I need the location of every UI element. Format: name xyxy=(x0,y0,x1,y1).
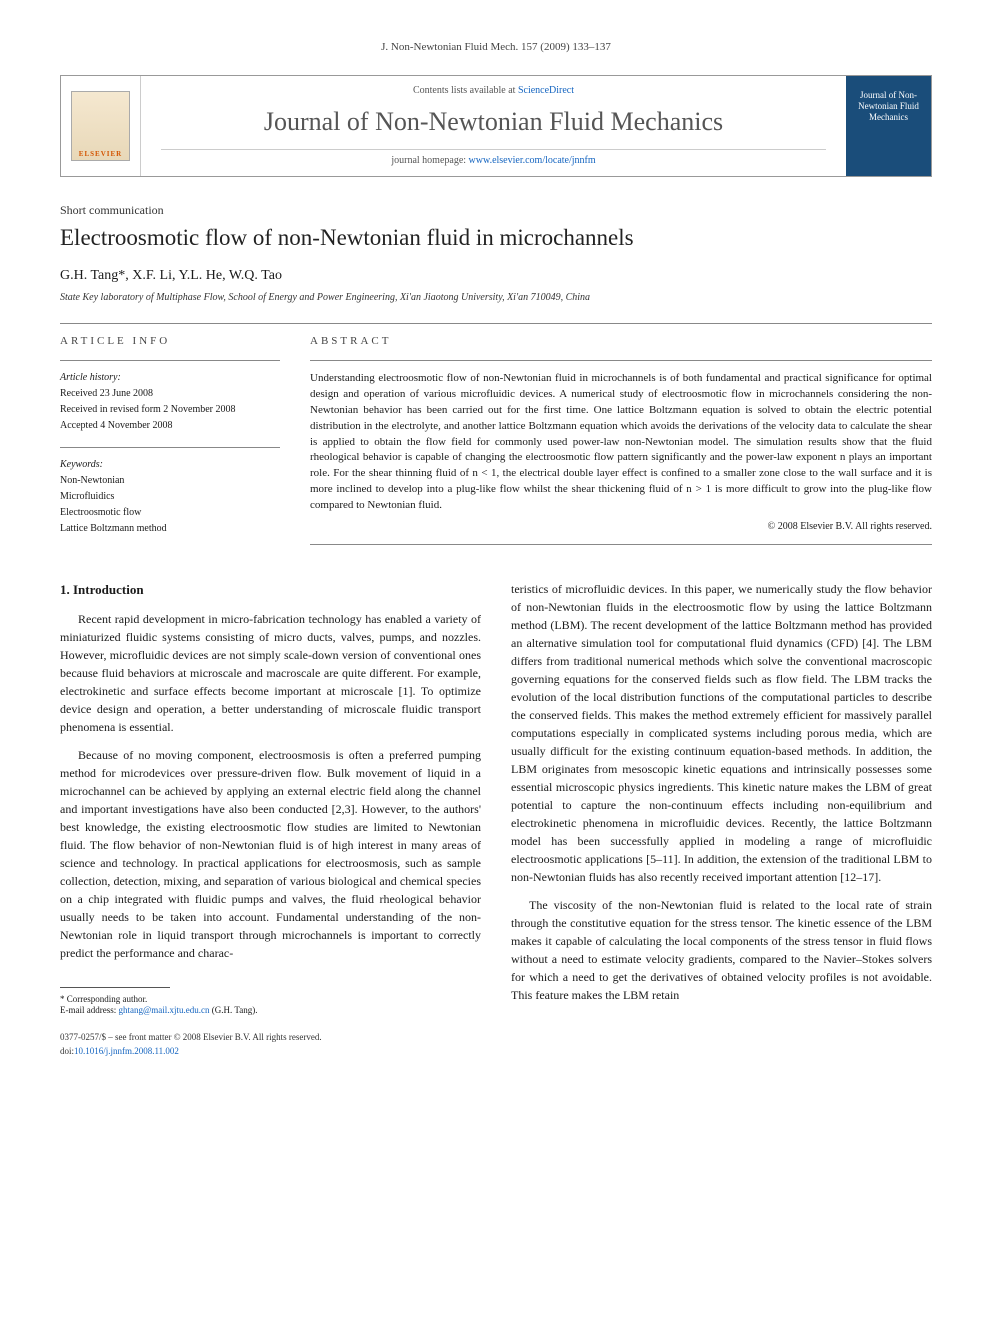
abstract-copyright: © 2008 Elsevier B.V. All rights reserved… xyxy=(310,520,932,534)
article-title: Electroosmotic flow of non-Newtonian flu… xyxy=(60,222,932,254)
history-block: Article history: Received 23 June 2008 R… xyxy=(60,371,280,433)
top-journal-reference: J. Non-Newtonian Fluid Mech. 157 (2009) … xyxy=(60,40,932,55)
divider-top xyxy=(60,323,932,324)
keyword-1: Non-Newtonian xyxy=(60,474,280,488)
history-label: Article history: xyxy=(60,371,280,385)
sciencedirect-link[interactable]: ScienceDirect xyxy=(518,85,574,96)
email-line: E-mail address: ghtang@mail.xjtu.edu.cn … xyxy=(60,1005,481,1017)
elsevier-logo-text: ELSEVIER xyxy=(79,150,122,160)
revised-date: Received in revised form 2 November 2008 xyxy=(60,403,280,417)
footer-block: 0377-0257/$ – see front matter © 2008 El… xyxy=(60,1031,481,1058)
page-container: J. Non-Newtonian Fluid Mech. 157 (2009) … xyxy=(0,0,992,1088)
keyword-4: Lattice Boltzmann method xyxy=(60,522,280,536)
right-column: teristics of microfluidic devices. In th… xyxy=(511,580,932,1058)
keywords-block: Keywords: Non-Newtonian Microfluidics El… xyxy=(60,458,280,536)
affiliation: State Key laboratory of Multiphase Flow,… xyxy=(60,291,932,305)
info-divider-2 xyxy=(60,447,280,448)
abstract-divider-bottom xyxy=(310,544,932,545)
abstract-text: Understanding electroosmotic flow of non… xyxy=(310,371,932,514)
journal-cover-title: Journal of Non-Newtonian Fluid Mechanics xyxy=(852,90,925,122)
article-info-header: ARTICLE INFO xyxy=(60,334,280,349)
doi-line: doi:10.1016/j.jnnfm.2008.11.002 xyxy=(60,1045,481,1059)
contents-prefix: Contents lists available at xyxy=(413,85,518,96)
email-link[interactable]: ghtang@mail.xjtu.edu.cn xyxy=(118,1005,209,1015)
article-type: Short communication xyxy=(60,202,932,219)
corresponding-author: * Corresponding author. xyxy=(60,994,481,1006)
paragraph-3: teristics of microfluidic devices. In th… xyxy=(511,580,932,886)
journal-header: ELSEVIER Contents lists available at Sci… xyxy=(60,75,932,176)
paragraph-1: Recent rapid development in micro-fabric… xyxy=(60,610,481,736)
homepage-line: journal homepage: www.elsevier.com/locat… xyxy=(161,149,826,168)
abstract-column: ABSTRACT Understanding electroosmotic fl… xyxy=(310,334,932,555)
keyword-3: Electroosmotic flow xyxy=(60,506,280,520)
keyword-2: Microfluidics xyxy=(60,490,280,504)
abstract-header: ABSTRACT xyxy=(310,334,932,349)
accepted-date: Accepted 4 November 2008 xyxy=(60,419,280,433)
body-columns: 1. Introduction Recent rapid development… xyxy=(60,580,932,1058)
paragraph-4: The viscosity of the non-Newtonian fluid… xyxy=(511,896,932,1004)
journal-name: Journal of Non-Newtonian Fluid Mechanics xyxy=(161,104,826,140)
left-column: 1. Introduction Recent rapid development… xyxy=(60,580,481,1058)
paragraph-2: Because of no moving component, electroo… xyxy=(60,746,481,962)
abstract-divider xyxy=(310,360,932,361)
doi-link[interactable]: 10.1016/j.jnnfm.2008.11.002 xyxy=(74,1046,179,1056)
info-abstract-row: ARTICLE INFO Article history: Received 2… xyxy=(60,334,932,555)
homepage-prefix: journal homepage: xyxy=(391,155,468,166)
header-center: Contents lists available at ScienceDirec… xyxy=(141,76,846,175)
keywords-label: Keywords: xyxy=(60,458,280,472)
footnote-separator xyxy=(60,987,170,988)
front-matter-line: 0377-0257/$ – see front matter © 2008 El… xyxy=(60,1031,481,1045)
elsevier-logo-icon: ELSEVIER xyxy=(71,91,130,161)
authors: G.H. Tang*, X.F. Li, Y.L. He, W.Q. Tao xyxy=(60,266,932,286)
info-divider-1 xyxy=(60,360,280,361)
contents-line: Contents lists available at ScienceDirec… xyxy=(161,84,826,98)
email-label: E-mail address: xyxy=(60,1005,118,1015)
elsevier-logo-cell: ELSEVIER xyxy=(61,76,141,175)
journal-cover-thumbnail: Journal of Non-Newtonian Fluid Mechanics xyxy=(846,76,931,175)
homepage-link[interactable]: www.elsevier.com/locate/jnnfm xyxy=(469,155,596,166)
email-suffix: (G.H. Tang). xyxy=(210,1005,258,1015)
article-info-column: ARTICLE INFO Article history: Received 2… xyxy=(60,334,280,555)
doi-label: doi: xyxy=(60,1046,74,1056)
footnote-block: * Corresponding author. E-mail address: … xyxy=(60,994,481,1017)
received-date: Received 23 June 2008 xyxy=(60,387,280,401)
section-1-heading: 1. Introduction xyxy=(60,580,481,600)
